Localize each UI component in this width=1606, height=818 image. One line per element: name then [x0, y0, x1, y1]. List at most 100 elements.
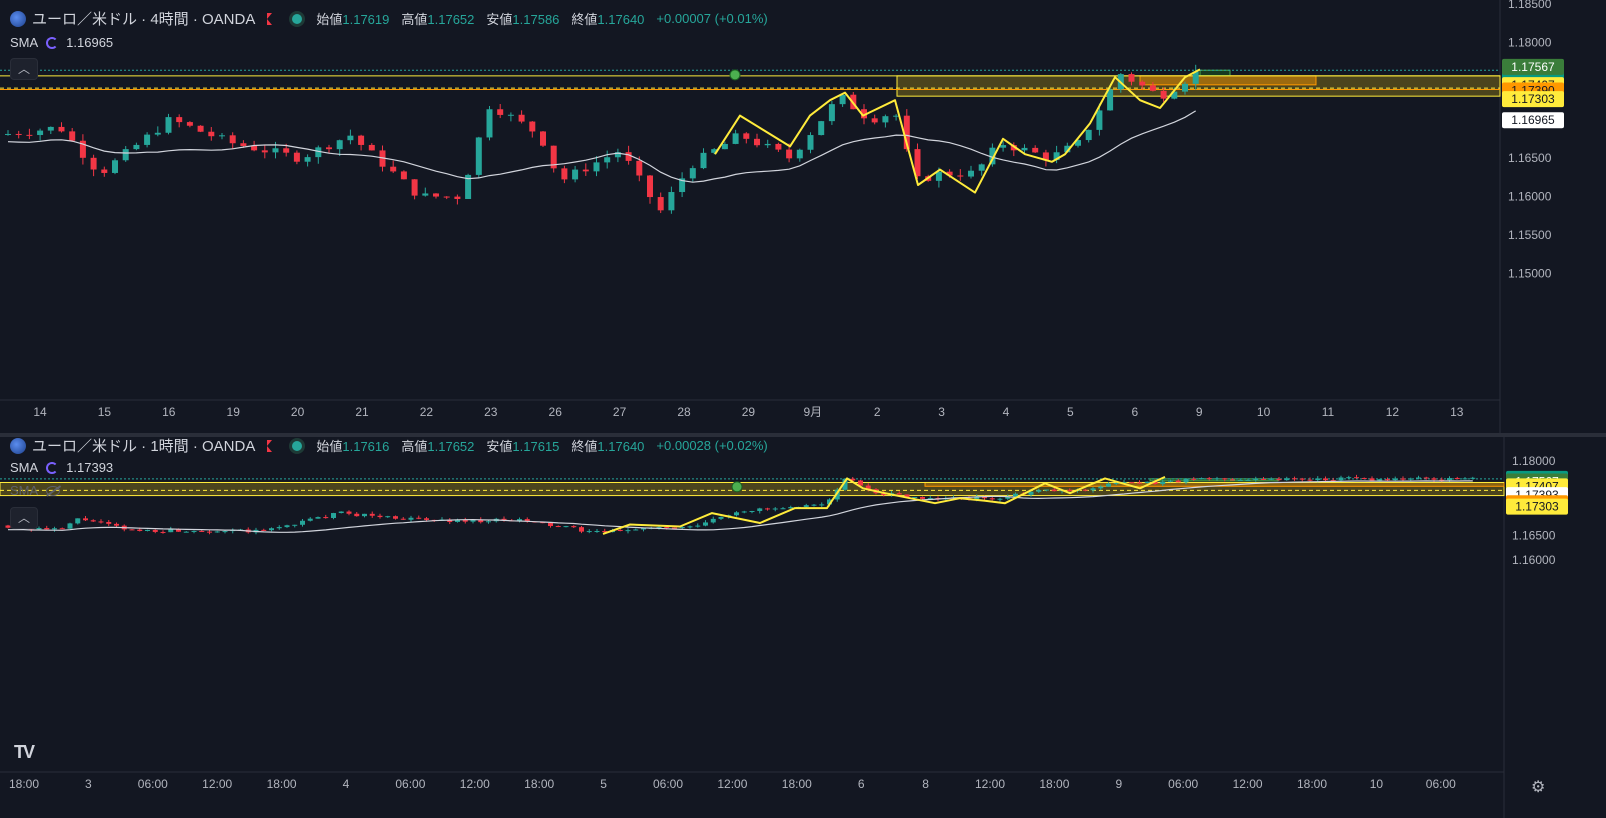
collapse-legend-button[interactable]: ︿	[10, 507, 38, 529]
candle-body[interactable]	[757, 508, 763, 511]
candle-body[interactable]	[58, 126, 65, 132]
candle-body[interactable]	[129, 529, 135, 531]
candle-body[interactable]	[114, 523, 119, 526]
candle-body[interactable]	[734, 512, 739, 516]
candle-body[interactable]	[191, 530, 197, 532]
candle-body[interactable]	[176, 529, 181, 532]
symbol-title[interactable]: ユーロ／米ドル · 1時間 · OANDA	[32, 438, 256, 455]
supply-demand-zone[interactable]	[1139, 75, 1317, 86]
candle-body[interactable]	[517, 519, 522, 521]
gear-icon[interactable]: ⚙	[1531, 779, 1546, 796]
candle-body[interactable]	[393, 516, 398, 519]
candle-body[interactable]	[470, 519, 476, 522]
candle-body[interactable]	[422, 193, 429, 196]
candle-body[interactable]	[796, 149, 803, 159]
candle-body[interactable]	[1307, 479, 1313, 481]
candle-body[interactable]	[687, 526, 693, 528]
candle-body[interactable]	[1051, 489, 1057, 492]
candle-body[interactable]	[786, 149, 793, 159]
candle-body[interactable]	[741, 511, 747, 513]
candle-body[interactable]	[186, 122, 193, 126]
candle-body[interactable]	[1385, 479, 1390, 481]
candle-body[interactable]	[1160, 90, 1167, 99]
candle-body[interactable]	[1129, 482, 1135, 484]
zigzag-drawing[interactable]	[714, 68, 1201, 194]
candle-body[interactable]	[765, 508, 770, 510]
candle-body[interactable]	[307, 518, 313, 521]
candle-body[interactable]	[839, 94, 846, 105]
candle-body[interactable]	[424, 518, 429, 520]
candle-body[interactable]	[1028, 491, 1034, 495]
candle-body[interactable]	[1214, 478, 1220, 480]
candle-body[interactable]	[1175, 480, 1181, 483]
candle-body[interactable]	[858, 480, 863, 486]
candle-body[interactable]	[1439, 479, 1445, 481]
candle-body[interactable]	[842, 478, 848, 490]
chart-pane-4h[interactable]: 1.18500 1.18000 1.16500 1.16000 1.15500 1.150…	[0, 0, 1606, 433]
candle-body[interactable]	[346, 511, 352, 514]
candle-body[interactable]	[1354, 477, 1359, 479]
candle-body[interactable]	[1044, 489, 1049, 491]
candle-body[interactable]	[1098, 486, 1104, 489]
candle-body[interactable]	[26, 134, 33, 136]
candle-body[interactable]	[614, 152, 621, 158]
candle-body[interactable]	[1447, 478, 1452, 481]
candle-body[interactable]	[978, 164, 985, 171]
candle-body[interactable]	[732, 133, 739, 144]
candle-body[interactable]	[1010, 145, 1017, 151]
candle-body[interactable]	[668, 192, 675, 211]
candle-body[interactable]	[304, 157, 311, 162]
candle-body[interactable]	[272, 148, 279, 153]
candle-body[interactable]	[283, 148, 290, 153]
candle-body[interactable]	[764, 143, 771, 146]
candle-body[interactable]	[904, 494, 910, 498]
candle-body[interactable]	[617, 530, 623, 532]
price-badge[interactable]	[1502, 91, 1564, 108]
sma-hidden-indicator-legend[interactable]: SMA	[10, 483, 61, 498]
candle-body[interactable]	[625, 530, 631, 532]
flag-icon[interactable]	[267, 439, 273, 452]
candle-body[interactable]	[1416, 477, 1421, 479]
candle-body[interactable]	[1036, 490, 1042, 492]
candle-body[interactable]	[1171, 91, 1178, 99]
candle-body[interactable]	[416, 517, 422, 519]
candle-body[interactable]	[1276, 478, 1282, 481]
candle-body[interactable]	[379, 150, 386, 167]
candle-body[interactable]	[347, 135, 354, 141]
candle-body[interactable]	[315, 517, 321, 519]
collapse-legend-button[interactable]: ︿	[10, 58, 38, 80]
candle-body[interactable]	[1299, 478, 1305, 480]
candle-body[interactable]	[780, 508, 786, 510]
candle-body[interactable]	[1292, 478, 1297, 480]
candle-body[interactable]	[5, 133, 11, 135]
flag-icon[interactable]	[267, 12, 273, 25]
candle-body[interactable]	[112, 160, 118, 173]
alarm-clock-icon[interactable]	[729, 69, 741, 81]
candle-body[interactable]	[1470, 477, 1476, 479]
candle-body[interactable]	[5, 525, 11, 528]
candle-body[interactable]	[292, 524, 298, 526]
candle-body[interactable]	[36, 528, 42, 530]
candle-body[interactable]	[803, 505, 809, 507]
candle-body[interactable]	[331, 513, 336, 518]
candle-body[interactable]	[881, 493, 887, 496]
sma-line[interactable]	[7, 110, 1197, 183]
candle-body[interactable]	[83, 518, 88, 521]
candle-body[interactable]	[711, 149, 718, 153]
candle-body[interactable]	[1462, 478, 1468, 480]
candle-body[interactable]	[927, 498, 933, 500]
candle-body[interactable]	[1013, 493, 1018, 497]
candle-body[interactable]	[207, 531, 212, 533]
candle-body[interactable]	[475, 137, 482, 175]
candle-body[interactable]	[1053, 152, 1060, 161]
candle-body[interactable]	[1192, 71, 1199, 84]
candle-body[interactable]	[827, 499, 832, 505]
candle-body[interactable]	[369, 513, 375, 516]
candle-body[interactable]	[1090, 488, 1096, 491]
candle-body[interactable]	[703, 522, 708, 526]
candle-body[interactable]	[44, 528, 50, 530]
candle-body[interactable]	[1096, 110, 1103, 130]
candle-body[interactable]	[555, 526, 561, 528]
candle-body[interactable]	[455, 519, 460, 522]
candle-body[interactable]	[721, 143, 728, 150]
